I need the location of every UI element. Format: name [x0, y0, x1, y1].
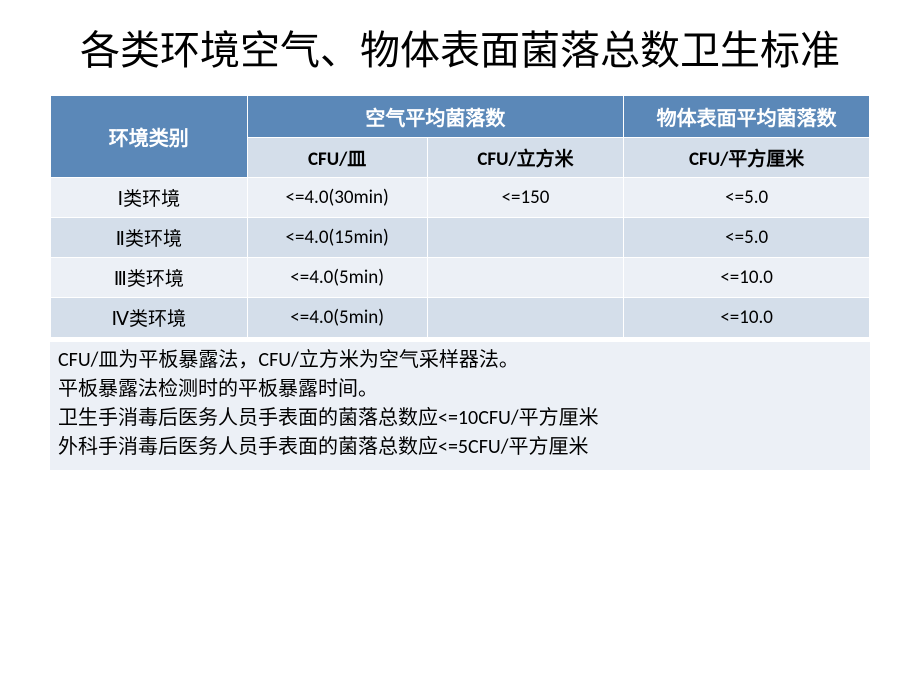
table-row: Ⅱ类环境 <=4.0(15min) <=5.0: [51, 218, 870, 258]
subheader-cfu-dish: CFU/皿: [247, 138, 427, 178]
note-line: 平板暴露法检测时的平板暴露时间。: [58, 375, 862, 404]
cell-sqcm: <=10.0: [624, 298, 870, 338]
cell-env: Ⅳ类环境: [51, 298, 248, 338]
subheader-cfu-sqcm: CFU/平方厘米: [624, 138, 870, 178]
cell-env: Ⅱ类环境: [51, 218, 248, 258]
table-row: Ⅳ类环境 <=4.0(5min) <=10.0: [51, 298, 870, 338]
standards-table: 环境类别 空气平均菌落数 物体表面平均菌落数 CFU/皿 CFU/立方米 CFU…: [50, 95, 870, 338]
table-header-row: 环境类别 空气平均菌落数 物体表面平均菌落数: [51, 96, 870, 138]
table-row: Ⅲ类环境 <=4.0(5min) <=10.0: [51, 258, 870, 298]
cell-cubic: <=150: [427, 178, 624, 218]
cell-env: Ⅲ类环境: [51, 258, 248, 298]
notes-block: CFU/皿为平板暴露法，CFU/立方米为空气采样器法。 平板暴露法检测时的平板暴…: [50, 342, 870, 470]
cell-sqcm: <=5.0: [624, 218, 870, 258]
note-line: CFU/皿为平板暴露法，CFU/立方米为空气采样器法。: [58, 346, 862, 375]
header-air: 空气平均菌落数: [247, 96, 624, 138]
cell-dish: <=4.0(5min): [247, 298, 427, 338]
table-row: Ⅰ类环境 <=4.0(30min) <=150 <=5.0: [51, 178, 870, 218]
header-env-type: 环境类别: [51, 96, 248, 178]
cell-dish: <=4.0(5min): [247, 258, 427, 298]
header-surface: 物体表面平均菌落数: [624, 96, 870, 138]
cell-cubic: [427, 258, 624, 298]
cell-cubic: [427, 298, 624, 338]
slide: 各类环境空气、物体表面菌落总数卫生标准 环境类别 空气平均菌落数 物体表面平均菌…: [0, 0, 920, 690]
note-line: 外科手消毒后医务人员手表面的菌落总数应<=5CFU/平方厘米: [58, 433, 862, 462]
cell-sqcm: <=5.0: [624, 178, 870, 218]
cell-sqcm: <=10.0: [624, 258, 870, 298]
cell-cubic: [427, 218, 624, 258]
cell-dish: <=4.0(30min): [247, 178, 427, 218]
page-title: 各类环境空气、物体表面菌落总数卫生标准: [50, 25, 870, 77]
subheader-cfu-cubic: CFU/立方米: [427, 138, 624, 178]
cell-dish: <=4.0(15min): [247, 218, 427, 258]
note-line: 卫生手消毒后医务人员手表面的菌落总数应<=10CFU/平方厘米: [58, 404, 862, 433]
cell-env: Ⅰ类环境: [51, 178, 248, 218]
